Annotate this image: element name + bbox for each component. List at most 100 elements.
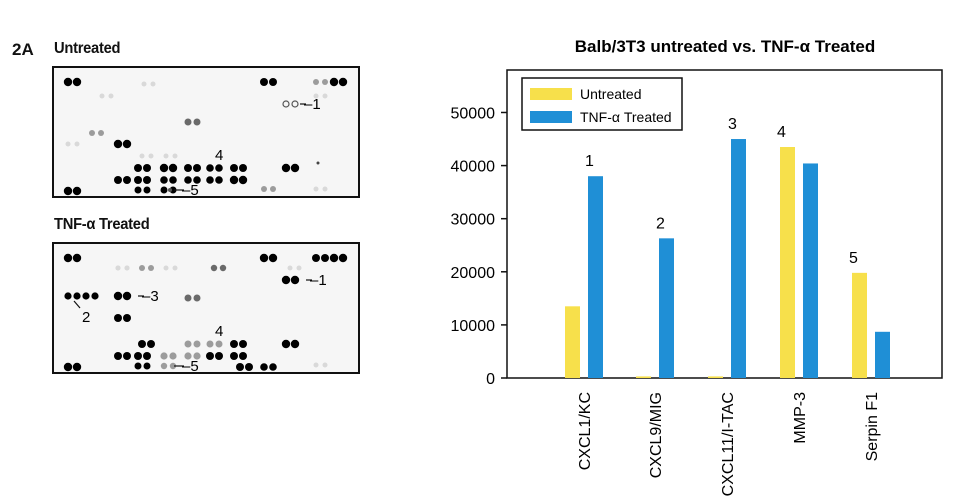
blot-spot bbox=[139, 265, 145, 271]
blot-spot bbox=[63, 77, 73, 87]
x-category-label: CXCL11/I-TAC bbox=[720, 392, 737, 496]
blot-spot bbox=[206, 340, 214, 348]
blot-spot bbox=[98, 130, 104, 136]
blot-spot bbox=[172, 265, 178, 271]
blot-spot bbox=[329, 253, 339, 263]
blot-spot bbox=[215, 340, 223, 348]
blot-spot bbox=[206, 176, 214, 184]
callout-4-label: 4 bbox=[215, 147, 223, 164]
blot-spot bbox=[239, 352, 247, 360]
bar-number-label: 3 bbox=[728, 116, 737, 133]
blot-spot bbox=[123, 176, 131, 184]
bar-untreated bbox=[708, 376, 723, 378]
blot-spot bbox=[72, 253, 82, 263]
blot-spot bbox=[316, 161, 320, 165]
blot-spot bbox=[139, 153, 145, 159]
blot-spot bbox=[163, 153, 169, 159]
blot-spot bbox=[148, 153, 154, 159]
blot-spot bbox=[239, 164, 247, 172]
blot-spot bbox=[230, 164, 238, 172]
blot-spot bbox=[114, 176, 122, 184]
blot-spot bbox=[184, 176, 192, 184]
blot-spot bbox=[215, 176, 223, 184]
blot-spot bbox=[64, 292, 72, 300]
blot-spot bbox=[143, 186, 151, 194]
blot-spot bbox=[219, 264, 227, 272]
blot-spot bbox=[260, 363, 268, 371]
blot-spot bbox=[168, 188, 172, 192]
blot-spot bbox=[134, 186, 142, 194]
y-tick-label: 10000 bbox=[451, 318, 496, 335]
blot-spot bbox=[290, 163, 300, 173]
legend: Untreated TNF-α Treated bbox=[521, 77, 683, 131]
blot-spot bbox=[160, 186, 168, 194]
blot-spot bbox=[322, 79, 328, 85]
blot-spot bbox=[313, 93, 319, 99]
blot-spot bbox=[322, 186, 328, 192]
blot-spot bbox=[113, 139, 123, 149]
blot-spot bbox=[63, 362, 73, 372]
blot-spot bbox=[259, 253, 269, 263]
blot-spot bbox=[147, 340, 155, 348]
blot-spot bbox=[313, 186, 319, 192]
blot-spot bbox=[99, 93, 105, 99]
blot-spot bbox=[184, 294, 192, 302]
legend-box bbox=[521, 77, 683, 131]
callout-2-label: 2 bbox=[82, 309, 90, 326]
blot-spot bbox=[150, 81, 156, 87]
figure-label: 2A bbox=[12, 40, 34, 59]
plot-frame bbox=[506, 69, 943, 379]
callout-4-label: 4 bbox=[215, 323, 223, 340]
blot-spot bbox=[193, 118, 201, 126]
blot-spot bbox=[210, 264, 218, 272]
bar-tnf-treated bbox=[875, 331, 890, 378]
blot-spot bbox=[73, 292, 81, 300]
callout-3-label: –3 bbox=[142, 288, 159, 305]
blot-spot bbox=[215, 352, 223, 360]
chart-title: Balb/3T3 untreated vs. TNF-α Treated bbox=[575, 37, 875, 56]
blot-spot bbox=[63, 186, 73, 196]
bar-tnf-treated bbox=[588, 176, 603, 378]
blot-spot bbox=[321, 254, 329, 262]
untreated-blot-image: –1 4 –5 bbox=[52, 66, 360, 198]
blot-spot bbox=[206, 164, 214, 172]
blot-spot bbox=[281, 275, 291, 285]
x-category-label: MMP-3 bbox=[792, 392, 809, 444]
blot-spot bbox=[322, 362, 328, 368]
blot-spot bbox=[168, 163, 178, 173]
blot-spot bbox=[329, 77, 339, 87]
blot-spot bbox=[124, 265, 130, 271]
blot-spot bbox=[313, 79, 319, 85]
blot-spot bbox=[281, 339, 291, 349]
tnf-blot-image: –1 –3 2 4 –5 bbox=[52, 242, 360, 374]
callout-5-label: –5 bbox=[182, 358, 199, 372]
blot-spot bbox=[72, 77, 82, 87]
blot-spot bbox=[282, 100, 290, 108]
blot-spot bbox=[193, 352, 201, 360]
bar-tnf-treated bbox=[659, 238, 674, 378]
y-tick-label: 30000 bbox=[451, 212, 496, 229]
legend-label-treated: TNF-α Treated bbox=[580, 109, 672, 125]
blot-spot bbox=[123, 352, 131, 360]
blot-spot bbox=[74, 141, 80, 147]
y-tick-label: 0 bbox=[486, 371, 495, 388]
blot-spot bbox=[148, 265, 154, 271]
blot-spot bbox=[122, 139, 132, 149]
blot-spot bbox=[193, 340, 201, 348]
blot-spot bbox=[184, 118, 192, 126]
blot-spot bbox=[138, 340, 146, 348]
blot-spot bbox=[268, 253, 278, 263]
bar-tnf-treated bbox=[803, 163, 818, 378]
blot-spot bbox=[269, 363, 277, 371]
bar-number-label: 1 bbox=[585, 153, 594, 170]
blot-spot bbox=[296, 265, 302, 271]
blot-spot bbox=[143, 164, 151, 172]
blot-spot bbox=[169, 352, 177, 360]
blot-spot bbox=[312, 254, 320, 262]
blot-spot bbox=[206, 352, 214, 360]
bar-number-label: 5 bbox=[849, 250, 858, 267]
blot-spot bbox=[184, 164, 192, 172]
blot-spot bbox=[169, 186, 177, 194]
blot-spot bbox=[160, 176, 168, 184]
blot-spot bbox=[184, 352, 192, 360]
